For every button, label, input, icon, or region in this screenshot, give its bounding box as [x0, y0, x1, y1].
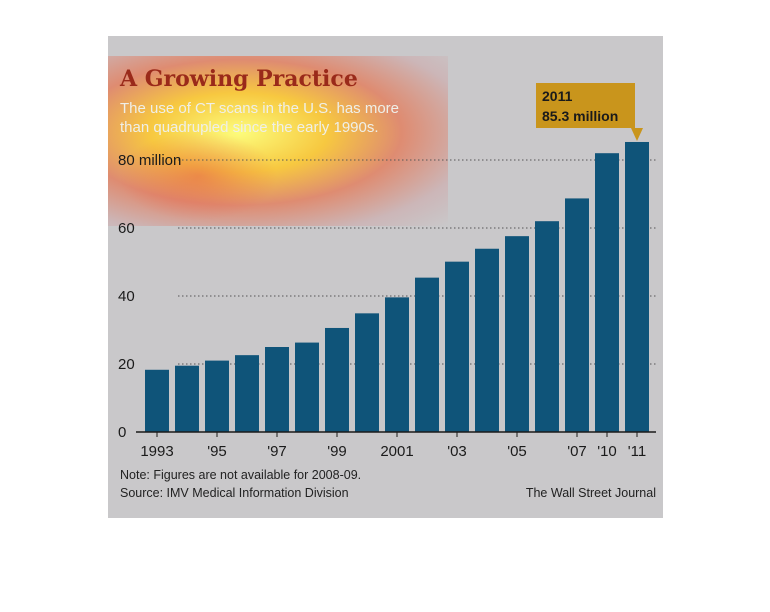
x-tick-label: 1993 — [140, 443, 173, 460]
callout-box — [536, 83, 635, 128]
x-tick-label: '05 — [507, 443, 527, 460]
bar-2010 — [595, 153, 619, 432]
x-tick-label: '07 — [567, 443, 587, 460]
y-tick-label: 20 — [118, 356, 135, 373]
y-tick-label: 80 million — [118, 152, 181, 169]
bar-2003 — [445, 261, 469, 432]
y-tick-label: 60 — [118, 220, 135, 237]
bar-2000 — [355, 313, 379, 432]
bar-2007 — [565, 198, 589, 432]
chart-subtitle-line-2: than quadrupled since the early 1990s. — [120, 119, 379, 136]
bar-2004 — [475, 248, 499, 432]
bar-1994 — [175, 365, 199, 432]
bar-1997 — [265, 347, 289, 432]
bar-1998 — [295, 342, 319, 432]
bar-2002 — [415, 277, 439, 432]
heatmap-overlay-secondary — [118, 131, 278, 221]
bar-2006 — [535, 221, 559, 432]
chart-source: Source: IMV Medical Information Division — [120, 486, 349, 500]
bar-2001 — [385, 297, 409, 432]
bar-chart: A Growing Practice The use of CT scans i… — [118, 66, 656, 500]
callout: 2011 85.3 million — [536, 83, 643, 141]
x-axis-ticks: 1993 '95 '97 '99 2001 '03 '05 '07 '10 '11 — [140, 432, 646, 460]
bar-1995 — [205, 360, 229, 432]
callout-value: 85.3 million — [542, 108, 618, 124]
chart-subtitle-line-1: The use of CT scans in the U.S. has more — [120, 100, 399, 117]
chart-title: A Growing Practice — [119, 66, 358, 92]
bars — [145, 141, 649, 432]
x-tick-label: '03 — [447, 443, 467, 460]
chart-credit: The Wall Street Journal — [526, 486, 656, 500]
bar-1993 — [145, 369, 169, 432]
bar-1996 — [235, 355, 259, 432]
bar-1999 — [325, 327, 349, 432]
x-tick-label: '11 — [628, 443, 646, 460]
x-tick-label: '99 — [327, 443, 347, 460]
y-tick-label: 40 — [118, 288, 135, 305]
x-tick-label: '95 — [207, 443, 227, 460]
bar-2005 — [505, 236, 529, 432]
bar-2011 — [625, 141, 649, 432]
x-tick-label: 2001 — [380, 443, 413, 460]
y-tick-label: 0 — [118, 424, 126, 441]
y-axis-ticks: 0 20 40 60 80 million — [118, 152, 181, 441]
chart-note: Note: Figures are not available for 2008… — [120, 468, 361, 482]
x-tick-label: '97 — [267, 443, 287, 460]
callout-year: 2011 — [542, 88, 573, 104]
callout-pointer — [631, 128, 643, 141]
x-tick-label: '10 — [597, 443, 617, 460]
chart-panel: A Growing Practice The use of CT scans i… — [108, 36, 663, 518]
